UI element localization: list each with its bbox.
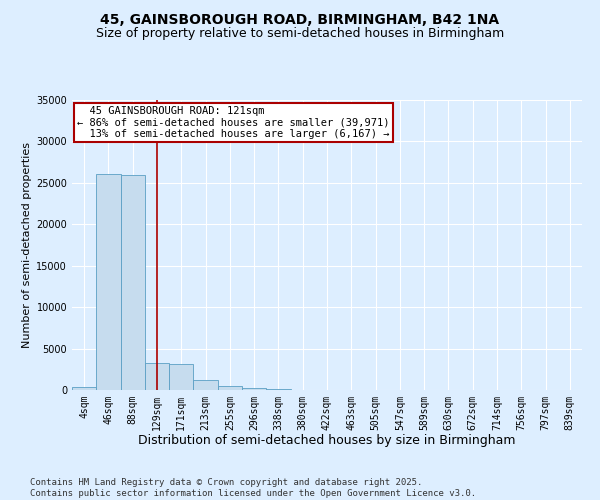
Bar	[193, 380, 218, 390]
Bar	[121, 174, 145, 390]
Bar	[169, 364, 193, 390]
Text: 45 GAINSBOROUGH ROAD: 121sqm
← 86% of semi-detached houses are smaller (39,971)
: 45 GAINSBOROUGH ROAD: 121sqm ← 86% of se…	[77, 106, 389, 139]
Bar	[96, 174, 121, 390]
Y-axis label: Number of semi-detached properties: Number of semi-detached properties	[22, 142, 32, 348]
Bar	[218, 386, 242, 390]
X-axis label: Distribution of semi-detached houses by size in Birmingham: Distribution of semi-detached houses by …	[138, 434, 516, 448]
Text: 45, GAINSBOROUGH ROAD, BIRMINGHAM, B42 1NA: 45, GAINSBOROUGH ROAD, BIRMINGHAM, B42 1…	[100, 12, 500, 26]
Bar	[242, 388, 266, 390]
Text: Size of property relative to semi-detached houses in Birmingham: Size of property relative to semi-detach…	[96, 28, 504, 40]
Bar	[72, 387, 96, 390]
Bar	[145, 364, 169, 390]
Text: Contains HM Land Registry data © Crown copyright and database right 2025.
Contai: Contains HM Land Registry data © Crown c…	[30, 478, 476, 498]
